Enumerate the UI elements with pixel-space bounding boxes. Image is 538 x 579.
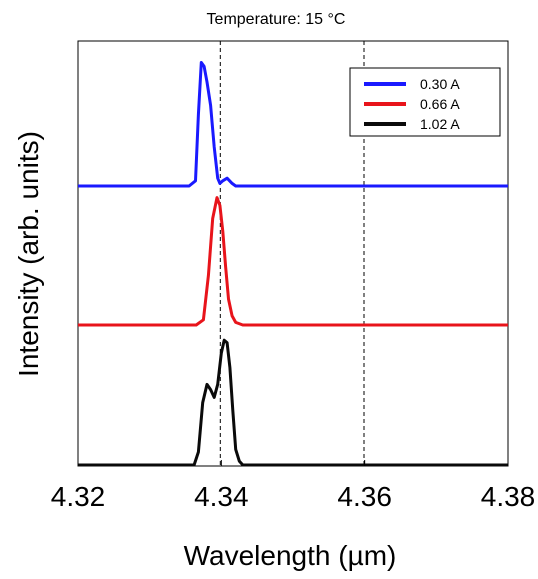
series-line-1	[78, 196, 508, 327]
x-axis: 4.32 4.34 4.36 4.38	[51, 460, 536, 512]
x-tick-label: 4.32	[51, 481, 106, 512]
chart-title: Temperature: 15 °C	[207, 11, 346, 28]
series-line-2	[78, 338, 508, 467]
legend-label-2: 1.02 A	[420, 116, 460, 132]
legend: 0.30 A 0.66 A 1.02 A	[349, 67, 501, 137]
series-line-0	[78, 61, 508, 188]
x-axis-label: Wavelength (µm)	[184, 540, 397, 571]
x-ticks: 4.32 4.34 4.36 4.38	[51, 460, 536, 512]
series-layer	[78, 61, 508, 467]
legend-label-1: 0.66 A	[420, 96, 460, 112]
y-axis-label: Intensity (arb. units)	[13, 131, 44, 377]
x-tick-label: 4.34	[194, 481, 249, 512]
legend-label-0: 0.30 A	[420, 76, 460, 92]
x-tick-label: 4.36	[337, 481, 392, 512]
x-tick-label: 4.38	[481, 481, 536, 512]
